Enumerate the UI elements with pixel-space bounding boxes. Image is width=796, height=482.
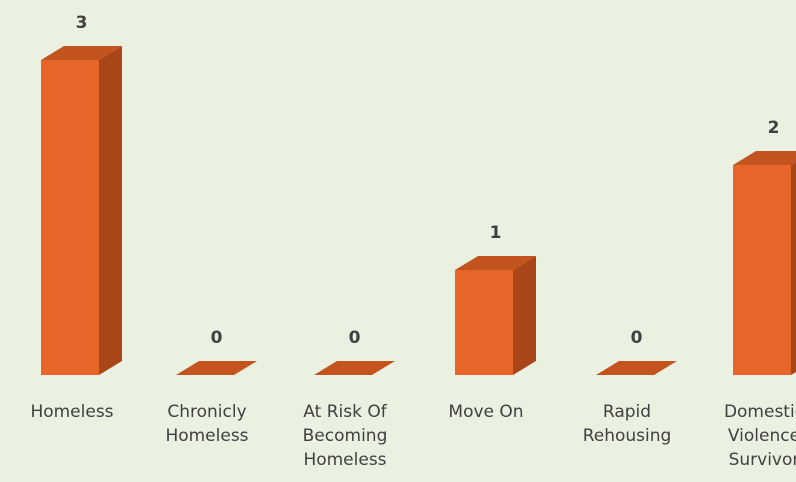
data-label: 0 [211,328,223,348]
category-label-line: Homeless [303,450,387,470]
bar [455,270,513,375]
category-label: Move On [426,400,546,424]
category-label-line: Becoming [302,426,388,446]
bar-side [791,161,796,375]
category-label-line: Homeless [30,402,114,422]
bar-group [733,151,796,375]
category-label: Chronicly Homeless [147,400,267,448]
category-label: Rapid Rehousing [567,400,687,448]
category-label: Domestic Violence Survivor [704,400,796,472]
bar-top [733,151,796,165]
bar-top [41,46,122,60]
category-label-line: Rehousing [582,426,672,446]
bar-top [455,256,536,270]
zero-bar-floor [314,361,395,375]
zero-bar-floor [596,361,677,375]
bar-side [513,256,536,375]
data-label: 0 [349,328,361,348]
data-label: 0 [631,328,643,348]
bar-group [455,256,536,375]
data-label: 1 [490,223,502,243]
category-label-line: At Risk Of [303,402,387,422]
bar [733,165,791,375]
category-label-line: Domestic [723,402,796,422]
category-label-line: Homeless [165,426,249,446]
data-label: 3 [76,13,88,33]
category-label: At Risk Of Becoming Homeless [285,400,405,472]
data-label: 2 [768,118,780,138]
category-label-line: Survivor [728,450,796,470]
bar-group [176,361,257,375]
bar [41,60,99,375]
bar-group [314,361,395,375]
category-label-line: Chronicly [167,402,247,422]
bar-group [41,46,122,375]
zero-bar-floor [176,361,257,375]
category-label-line: Violence [727,426,796,446]
bar-side [99,46,122,375]
category-label-line: Rapid [602,402,652,422]
bar-group [596,361,677,375]
category-label-line: Move On [448,402,524,422]
category-label: Homeless [12,400,132,424]
